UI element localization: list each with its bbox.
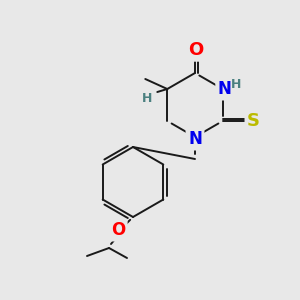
Text: O: O [188,41,204,59]
Text: N: N [188,130,202,148]
Text: H: H [230,77,241,91]
Text: H: H [142,92,152,104]
Text: O: O [111,221,125,239]
Text: N: N [218,80,232,98]
Text: S: S [247,112,260,130]
